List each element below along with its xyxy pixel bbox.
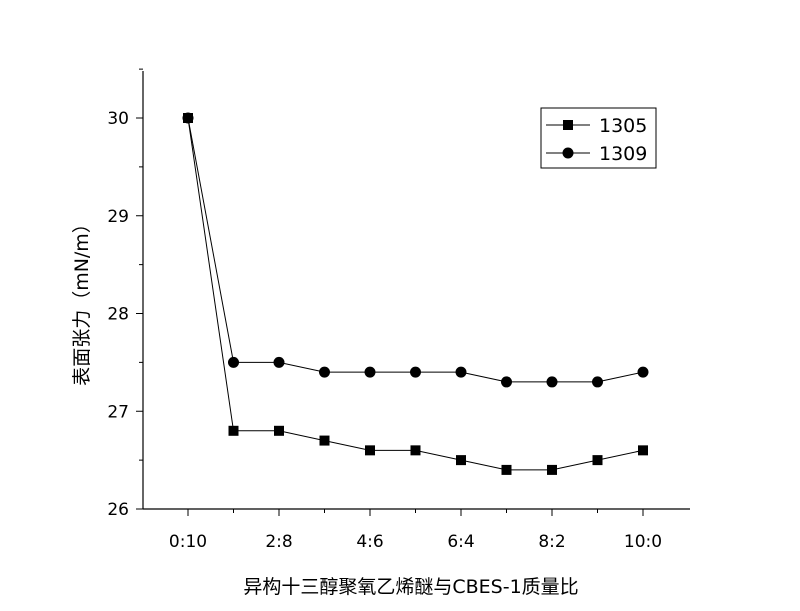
data-point-1305 bbox=[319, 435, 330, 446]
y-tick-label: 27 bbox=[107, 402, 129, 422]
data-point-1309 bbox=[546, 376, 558, 388]
legend: 1305 1309 bbox=[540, 107, 657, 169]
y-tick-label: 26 bbox=[107, 500, 129, 520]
data-point-1305 bbox=[274, 425, 284, 436]
data-point-1309 bbox=[410, 366, 421, 378]
data-point-1305 bbox=[547, 464, 557, 475]
data-point-1305 bbox=[410, 445, 421, 456]
data-point-1305 bbox=[365, 445, 375, 456]
y-tick-label: 30 bbox=[107, 109, 129, 129]
data-point-1305 bbox=[228, 425, 239, 436]
y-axis-title: 表面张力（mN/m） bbox=[71, 214, 93, 386]
y-tick-label: 28 bbox=[107, 305, 129, 325]
legend-marker-1305 bbox=[563, 120, 573, 130]
series-markers bbox=[182, 112, 649, 475]
data-point-1309 bbox=[319, 366, 330, 378]
data-point-1309 bbox=[501, 376, 512, 388]
x-tick-label: 2:8 bbox=[265, 532, 292, 552]
data-point-1305 bbox=[501, 464, 512, 475]
legend-label-1309: 1309 bbox=[599, 143, 647, 165]
legend-box bbox=[540, 107, 657, 169]
axes-frame bbox=[142, 71, 690, 510]
data-point-1309 bbox=[455, 366, 467, 378]
axis-ticks: 26 27 28 29 30 0:10 2:8 4:6 6:4 8:2 10:0 bbox=[107, 68, 662, 552]
x-tick-label: 0:10 bbox=[169, 532, 207, 552]
x-tick-label: 4:6 bbox=[356, 532, 383, 552]
data-point-1309 bbox=[637, 366, 649, 378]
x-axis-title: 异构十三醇聚氧乙烯醚与CBES-1质量比 bbox=[243, 576, 578, 598]
x-tick-label: 6:4 bbox=[447, 532, 474, 552]
data-point-1305 bbox=[638, 445, 648, 456]
data-point-1309 bbox=[182, 112, 194, 124]
y-tick-label: 29 bbox=[107, 207, 129, 227]
data-point-1305 bbox=[456, 455, 466, 466]
x-tick-label: 10:0 bbox=[624, 532, 662, 552]
data-point-1309 bbox=[273, 356, 285, 368]
series-lines bbox=[187, 117, 644, 471]
legend-label-1305: 1305 bbox=[599, 115, 647, 137]
x-tick-label: 8:2 bbox=[538, 532, 565, 552]
legend-marker-1309 bbox=[562, 147, 574, 159]
data-point-1309 bbox=[364, 366, 376, 378]
series-line-1305 bbox=[187, 117, 644, 471]
data-point-1309 bbox=[592, 376, 603, 388]
data-point-1309 bbox=[228, 356, 239, 368]
data-point-1305 bbox=[592, 455, 603, 466]
